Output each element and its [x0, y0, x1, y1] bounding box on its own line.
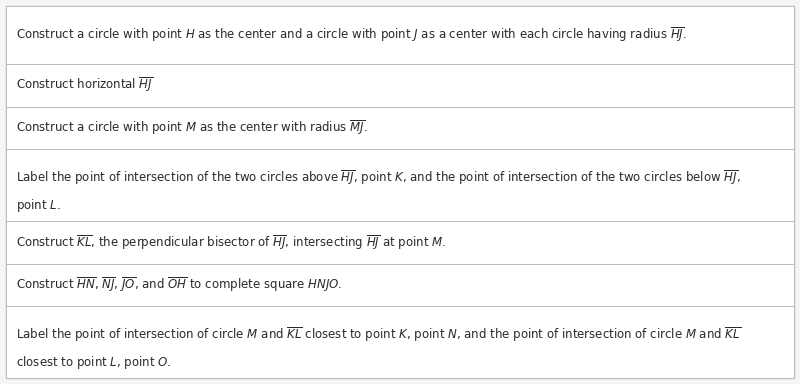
Text: Label the point of intersection of the two circles above $\overline{HJ}$, point : Label the point of intersection of the t… [16, 168, 741, 187]
Text: closest to point $\mathit{L}$, point $\mathit{O}$.: closest to point $\mathit{L}$, point $\m… [16, 354, 171, 371]
Text: Construct a circle with point $\mathit{M}$ as the center with radius $\overline{: Construct a circle with point $\mathit{M… [16, 118, 367, 137]
Text: point $\mathit{L}$.: point $\mathit{L}$. [16, 197, 61, 214]
Bar [6, 306, 794, 378]
Bar [6, 221, 794, 264]
Bar [6, 149, 794, 221]
Text: Construct $\overline{HN}$, $\overline{NJ}$, $\overline{JO}$, and $\overline{OH}$: Construct $\overline{HN}$, $\overline{NJ… [16, 276, 342, 295]
Text: Construct $\overline{KL}$, the perpendicular bisector of $\overline{HJ}$, inters: Construct $\overline{KL}$, the perpendic… [16, 233, 446, 252]
Bar [6, 106, 794, 149]
Bar [6, 64, 794, 106]
Text: Label the point of intersection of circle $\mathit{M}$ and $\overline{KL}$ close: Label the point of intersection of circl… [16, 325, 741, 344]
Text: Construct horizontal $\overline{HJ}$: Construct horizontal $\overline{HJ}$ [16, 76, 154, 94]
Text: Construct a circle with point $\mathit{H}$ as the center and a circle with point: Construct a circle with point $\mathit{H… [16, 25, 687, 45]
Bar [6, 6, 794, 64]
Bar [6, 264, 794, 306]
